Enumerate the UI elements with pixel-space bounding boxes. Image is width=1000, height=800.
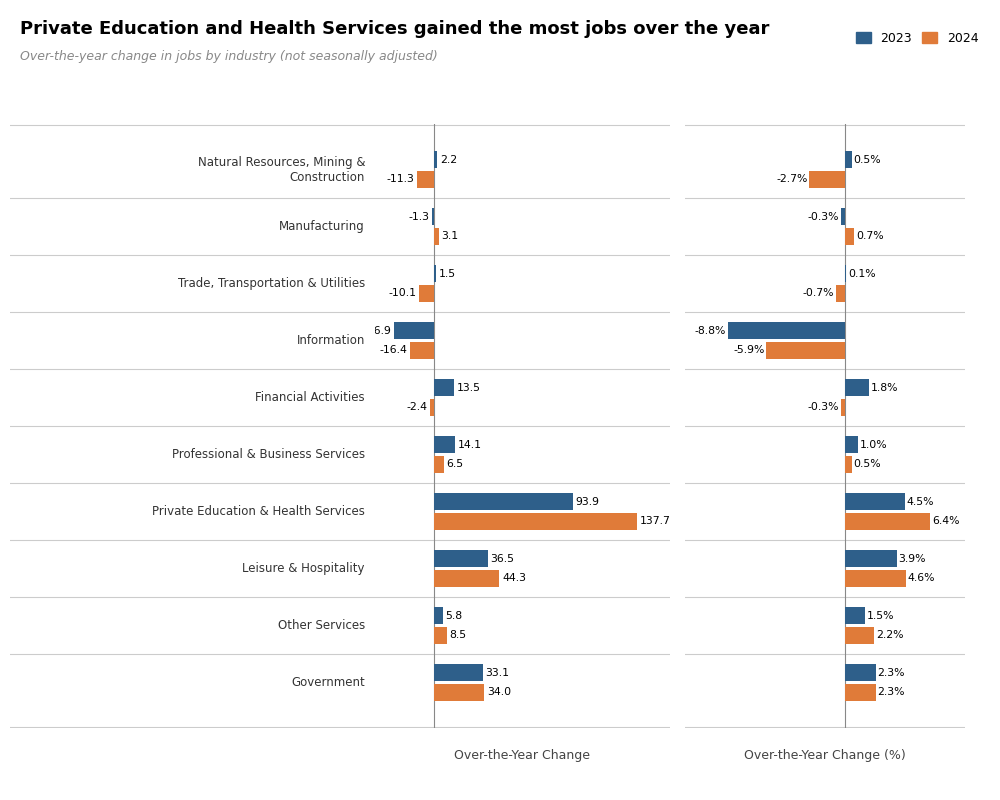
Text: Over-the-Year Change (%): Over-the-Year Change (%) bbox=[744, 750, 906, 762]
Text: -26.9: -26.9 bbox=[364, 326, 392, 336]
Bar bbox=[728, 322, 845, 339]
Text: 2.2%: 2.2% bbox=[876, 630, 903, 640]
Text: 2.3%: 2.3% bbox=[877, 668, 905, 678]
Text: 5.8: 5.8 bbox=[445, 610, 462, 621]
Text: -5.9%: -5.9% bbox=[733, 346, 765, 355]
Bar bbox=[845, 627, 874, 644]
Bar bbox=[845, 684, 876, 701]
Bar bbox=[434, 456, 444, 473]
Text: 2.3%: 2.3% bbox=[877, 687, 905, 698]
Text: Trade, Transportation & Utilities: Trade, Transportation & Utilities bbox=[178, 277, 365, 290]
Text: 0.5%: 0.5% bbox=[853, 459, 881, 470]
Bar bbox=[419, 285, 434, 302]
Bar bbox=[434, 570, 499, 587]
Text: -11.3: -11.3 bbox=[387, 174, 415, 184]
Bar bbox=[417, 171, 434, 188]
Text: 4.6%: 4.6% bbox=[908, 574, 935, 583]
Text: Information: Information bbox=[297, 334, 365, 347]
Text: 0.1%: 0.1% bbox=[848, 269, 876, 278]
Text: -2.4: -2.4 bbox=[407, 402, 428, 412]
Text: -10.1: -10.1 bbox=[388, 288, 416, 298]
Bar bbox=[845, 151, 852, 168]
Text: 36.5: 36.5 bbox=[490, 554, 514, 564]
Bar bbox=[845, 265, 846, 282]
Text: Manufacturing: Manufacturing bbox=[279, 220, 365, 233]
Bar bbox=[845, 550, 897, 567]
Bar bbox=[845, 379, 869, 396]
Text: 1.8%: 1.8% bbox=[871, 382, 898, 393]
Bar bbox=[430, 399, 434, 416]
Text: 0.7%: 0.7% bbox=[856, 231, 884, 242]
Bar bbox=[434, 436, 455, 453]
Text: 0.5%: 0.5% bbox=[853, 154, 881, 165]
Bar bbox=[836, 285, 845, 302]
Text: 8.5: 8.5 bbox=[449, 630, 466, 640]
Text: 93.9: 93.9 bbox=[575, 497, 599, 506]
Text: 1.5%: 1.5% bbox=[867, 610, 894, 621]
Bar bbox=[434, 151, 437, 168]
Bar bbox=[845, 513, 930, 530]
Bar bbox=[809, 171, 845, 188]
Bar bbox=[845, 456, 852, 473]
Text: Financial Activities: Financial Activities bbox=[255, 391, 365, 404]
Bar bbox=[434, 379, 454, 396]
Text: 3.1: 3.1 bbox=[441, 231, 458, 242]
Text: 33.1: 33.1 bbox=[485, 668, 509, 678]
Text: -0.3%: -0.3% bbox=[808, 402, 839, 412]
Text: Government: Government bbox=[291, 676, 365, 689]
Bar bbox=[434, 684, 484, 701]
Bar bbox=[845, 436, 858, 453]
Bar bbox=[845, 493, 905, 510]
Bar bbox=[432, 208, 434, 225]
Text: Over-the-year change in jobs by industry (not seasonally adjusted): Over-the-year change in jobs by industry… bbox=[20, 50, 438, 62]
Bar bbox=[434, 607, 443, 624]
Legend: 2023, 2024: 2023, 2024 bbox=[856, 32, 979, 45]
Text: Private Education and Health Services gained the most jobs over the year: Private Education and Health Services ga… bbox=[20, 20, 769, 38]
Text: Professional & Business Services: Professional & Business Services bbox=[172, 448, 365, 461]
Text: Over-the-Year Change: Over-the-Year Change bbox=[454, 750, 590, 762]
Text: 44.3: 44.3 bbox=[502, 574, 526, 583]
Bar bbox=[845, 570, 906, 587]
Bar bbox=[434, 550, 488, 567]
Text: 1.5: 1.5 bbox=[439, 269, 456, 278]
Bar bbox=[845, 607, 865, 624]
Text: -0.7%: -0.7% bbox=[803, 288, 834, 298]
Text: -0.3%: -0.3% bbox=[808, 212, 839, 222]
Bar bbox=[845, 664, 876, 681]
Bar bbox=[434, 493, 573, 510]
Text: 14.1: 14.1 bbox=[457, 440, 481, 450]
Bar bbox=[434, 228, 439, 245]
Text: -8.8%: -8.8% bbox=[695, 326, 726, 336]
Bar bbox=[394, 322, 434, 339]
Bar bbox=[434, 265, 436, 282]
Bar bbox=[434, 513, 637, 530]
Bar bbox=[841, 208, 845, 225]
Text: 34.0: 34.0 bbox=[487, 687, 511, 698]
Bar bbox=[841, 399, 845, 416]
Text: -2.7%: -2.7% bbox=[776, 174, 807, 184]
Text: Natural Resources, Mining &
Construction: Natural Resources, Mining & Construction bbox=[198, 155, 365, 183]
Text: 2.2: 2.2 bbox=[440, 154, 457, 165]
Bar bbox=[410, 342, 434, 359]
Text: 6.4%: 6.4% bbox=[932, 516, 959, 526]
Text: 3.9%: 3.9% bbox=[899, 554, 926, 564]
Bar bbox=[434, 627, 447, 644]
Bar bbox=[766, 342, 845, 359]
Text: 4.5%: 4.5% bbox=[907, 497, 934, 506]
Text: Other Services: Other Services bbox=[278, 619, 365, 632]
Text: 6.5: 6.5 bbox=[446, 459, 463, 470]
Text: -1.3: -1.3 bbox=[408, 212, 429, 222]
Text: -16.4: -16.4 bbox=[379, 346, 407, 355]
Bar bbox=[845, 228, 854, 245]
Text: 1.0%: 1.0% bbox=[860, 440, 888, 450]
Text: Leisure & Hospitality: Leisure & Hospitality bbox=[242, 562, 365, 575]
Text: Private Education & Health Services: Private Education & Health Services bbox=[152, 505, 365, 518]
Bar bbox=[434, 664, 483, 681]
Text: 13.5: 13.5 bbox=[457, 382, 481, 393]
Text: 137.7: 137.7 bbox=[640, 516, 671, 526]
